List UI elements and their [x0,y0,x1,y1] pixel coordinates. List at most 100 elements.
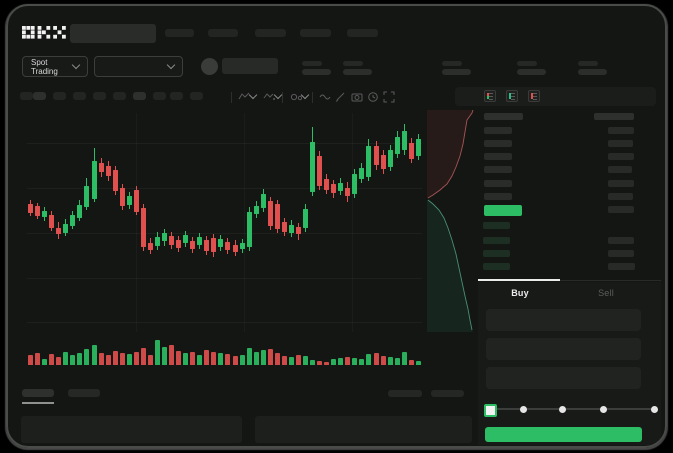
stat-label-2 [442,61,462,66]
book-combined-icon[interactable] [484,90,496,102]
wave-icon[interactable] [318,91,332,103]
candle [402,131,407,150]
volume-bar [77,353,82,365]
volume-bar [148,355,153,365]
slider-stop[interactable] [559,406,566,413]
timeframe-7[interactable] [153,92,166,100]
stat-value-2 [442,69,471,75]
orderbook-toolbar [455,87,656,106]
book-asks-icon[interactable] [528,90,540,102]
volume-bar [63,352,68,365]
bottom-tab-0[interactable] [22,389,54,397]
ask-price-bar[interactable] [484,127,512,134]
bid-price-bar[interactable] [483,250,510,257]
amount-slider-track[interactable] [490,408,655,410]
volume-bar [176,351,181,365]
slider-handle[interactable] [484,404,497,417]
volume-bar [35,353,40,365]
candle [155,237,160,246]
candle [303,209,308,228]
bid-price-bar[interactable] [483,263,510,270]
slider-stop[interactable] [600,406,607,413]
bottom-action-1[interactable] [431,390,464,397]
spot-trading-label: Spot Trading [31,57,58,76]
slider-stop[interactable] [520,406,527,413]
timeframe-9[interactable] [190,92,203,100]
candle [190,241,195,249]
okx-logo[interactable] [22,26,66,39]
ask-amount-bar [608,140,633,147]
order-input-0[interactable] [486,309,641,331]
fullscreen-icon[interactable] [382,91,396,103]
timeframe-8[interactable] [170,92,183,100]
bid-price-bar[interactable] [483,222,510,229]
ask-price-bar[interactable] [484,193,512,200]
ask-price-bar[interactable] [484,140,512,147]
ask-price-bar[interactable] [484,166,512,173]
bottom-action-0[interactable] [388,390,422,397]
camera-icon[interactable] [350,91,364,103]
volume-bar [70,355,75,365]
volume-bar [84,349,89,365]
active-tab-underline [478,279,560,281]
ask-price-bar[interactable] [484,153,512,160]
timeframe-0[interactable] [20,92,33,100]
order-input-1[interactable] [486,338,641,360]
timeframe-3[interactable] [73,92,86,100]
spot-trading-dropdown[interactable]: Spot Trading [22,56,88,77]
ask-amount-bar [608,127,634,134]
draw-icon[interactable] [334,91,348,103]
last-price-bar[interactable] [484,205,522,216]
candle [169,236,174,245]
timeframe-6[interactable] [133,92,146,100]
buy-submit-button[interactable] [485,427,642,442]
volume-bar [120,353,125,365]
candle [296,227,301,234]
stat-label-4 [578,61,598,66]
line-style-icon[interactable] [262,91,276,103]
volume-bar [225,354,230,365]
volume-bar [374,353,379,365]
nav-search-placeholder[interactable] [70,24,156,43]
timeframe-4[interactable] [93,92,106,100]
pair-selector-dropdown[interactable] [94,56,183,77]
candle [49,215,54,228]
candle [310,142,315,192]
chevron-down-icon [71,60,81,70]
ask-amount-bar [608,193,633,200]
stat-value-1 [343,69,372,75]
nav-item-0[interactable] [165,29,194,37]
candle [113,170,118,191]
slider-stop[interactable] [651,406,658,413]
volume-bar [268,349,273,365]
candle [275,204,280,229]
indicators-icon[interactable] [289,91,303,103]
candle [42,211,47,217]
nav-item-1[interactable] [208,29,238,37]
volume-bar [162,347,167,365]
tab-buy[interactable]: Buy [511,288,529,298]
bottom-tab-1[interactable] [68,389,100,397]
book-bids-icon[interactable] [506,90,518,102]
tab-sell[interactable]: Sell [598,288,614,298]
volume-bar [275,353,280,365]
orderbook-header-left [484,113,523,120]
pair-name-placeholder [222,58,278,74]
line-type-icon[interactable] [237,91,251,103]
depth-chart [427,110,479,332]
timeframe-1[interactable] [33,92,46,100]
gridline-v [244,113,245,332]
ask-price-bar[interactable] [484,180,512,187]
candle [141,208,146,247]
volume-bar [211,352,216,365]
nav-item-3[interactable] [300,29,331,37]
timeframe-5[interactable] [113,92,126,100]
volume-bar [169,345,174,365]
order-input-2[interactable] [486,367,641,389]
candle [28,204,33,213]
clock-icon[interactable] [366,91,380,103]
timeframe-2[interactable] [53,92,66,100]
bid-price-bar[interactable] [483,237,510,244]
nav-item-2[interactable] [255,29,286,37]
nav-item-4[interactable] [347,29,378,37]
